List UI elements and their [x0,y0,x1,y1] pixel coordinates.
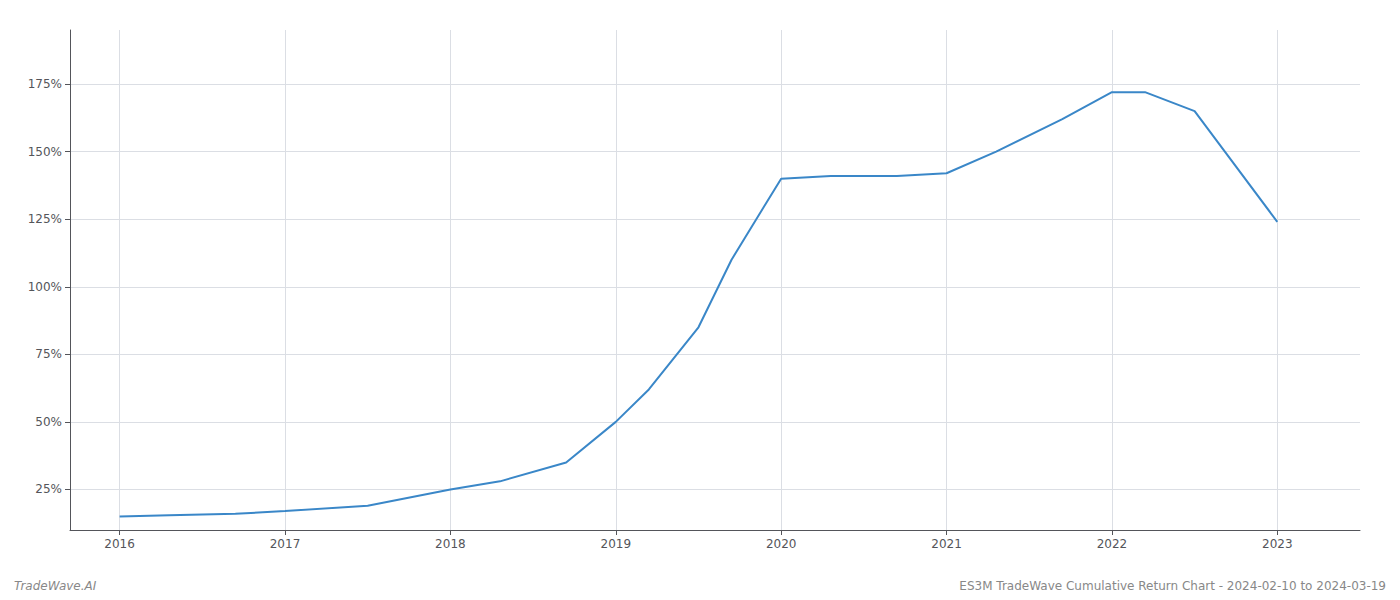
svg-text:2019: 2019 [600,537,631,551]
svg-text:150%: 150% [28,145,62,159]
svg-text:2020: 2020 [766,537,797,551]
svg-text:2021: 2021 [931,537,962,551]
svg-text:2018: 2018 [435,537,466,551]
svg-text:100%: 100% [28,280,62,294]
svg-text:125%: 125% [28,212,62,226]
svg-text:25%: 25% [35,482,62,496]
svg-text:2017: 2017 [270,537,301,551]
svg-text:2023: 2023 [1262,537,1293,551]
svg-text:75%: 75% [35,347,62,361]
svg-text:50%: 50% [35,415,62,429]
svg-text:175%: 175% [28,77,62,91]
svg-text:ES3M TradeWave Cumulative Retu: ES3M TradeWave Cumulative Return Chart -… [959,579,1386,593]
svg-text:2022: 2022 [1097,537,1128,551]
svg-text:TradeWave.AI: TradeWave.AI [14,579,97,593]
svg-text:2016: 2016 [104,537,135,551]
